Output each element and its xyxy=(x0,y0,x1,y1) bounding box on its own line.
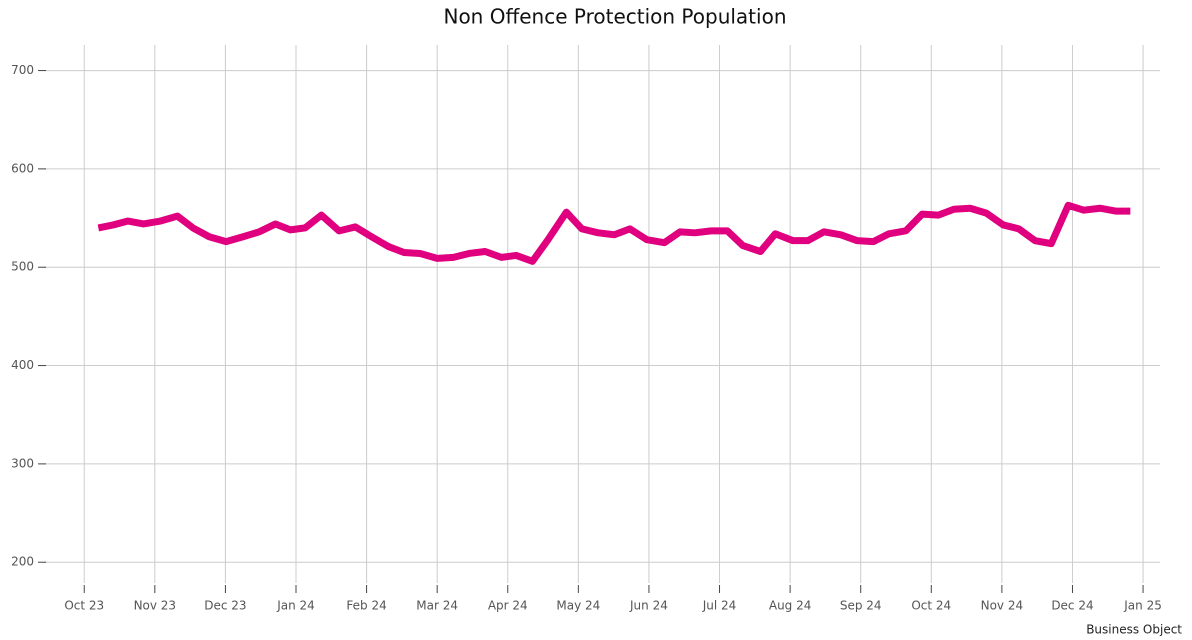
x-tick-label: Dec 24 xyxy=(1051,599,1093,613)
x-tick-label: Apr 24 xyxy=(488,599,528,613)
y-tick-label: 700 xyxy=(11,63,34,77)
y-tick-label: 500 xyxy=(11,260,34,274)
x-tick-label: Nov 23 xyxy=(134,599,177,613)
x-tick-label: Jul 24 xyxy=(702,599,737,613)
footer: Business Object xyxy=(1086,623,1182,637)
x-tick-label: Jan 24 xyxy=(276,599,315,613)
x-tick-label: Oct 23 xyxy=(64,599,104,613)
x-tick-label: Mar 24 xyxy=(416,599,458,613)
y-tick-label: 600 xyxy=(11,161,34,175)
x-tick-label: Jan 25 xyxy=(1123,599,1162,613)
chart-title: Non Offence Protection Population xyxy=(443,5,786,29)
x-tick-label: Dec 23 xyxy=(204,599,246,613)
x-tick-label: May 24 xyxy=(556,599,600,613)
x-tick-label: Sep 24 xyxy=(840,599,882,613)
x-tick-label: Oct 24 xyxy=(911,599,951,613)
line xyxy=(97,201,1131,265)
y-tick-label: 400 xyxy=(11,358,34,372)
x-tick-label: Jun 24 xyxy=(629,599,668,613)
y-tick-label: 200 xyxy=(11,555,34,569)
x-tick-label: Feb 24 xyxy=(346,599,386,613)
x-tick-label: Nov 24 xyxy=(981,599,1024,613)
x-tick-label: Aug 24 xyxy=(769,599,812,613)
y-tick-label: 300 xyxy=(11,456,34,470)
